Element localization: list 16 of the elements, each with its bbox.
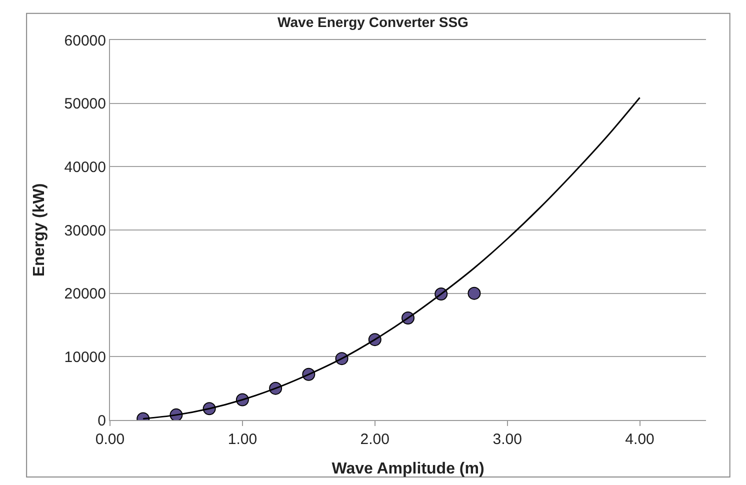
x-tick-label: 1.00 [228,431,258,448]
y-tick-label: 30000 [64,222,106,240]
y-tick-label: 40000 [64,158,106,176]
x-tick-label: 0.00 [95,431,125,448]
x-axis-title: Wave Amplitude (m) [332,460,484,478]
y-tick-label: 60000 [64,32,106,50]
chart-title: Wave Energy Converter SSG [278,14,469,30]
point [468,286,481,300]
y-axis-title: Energy (kW) [31,183,48,277]
y-tick-label: 20000 [64,286,106,303]
y-tick-label: 50000 [64,96,106,113]
x-tick-label: 2.00 [360,431,390,448]
x-tick-label: 4.00 [625,431,654,448]
x-tick-label: 3.00 [492,431,522,448]
y-tick-label: 10000 [64,348,106,366]
y-tick-label: 0 [98,412,106,430]
